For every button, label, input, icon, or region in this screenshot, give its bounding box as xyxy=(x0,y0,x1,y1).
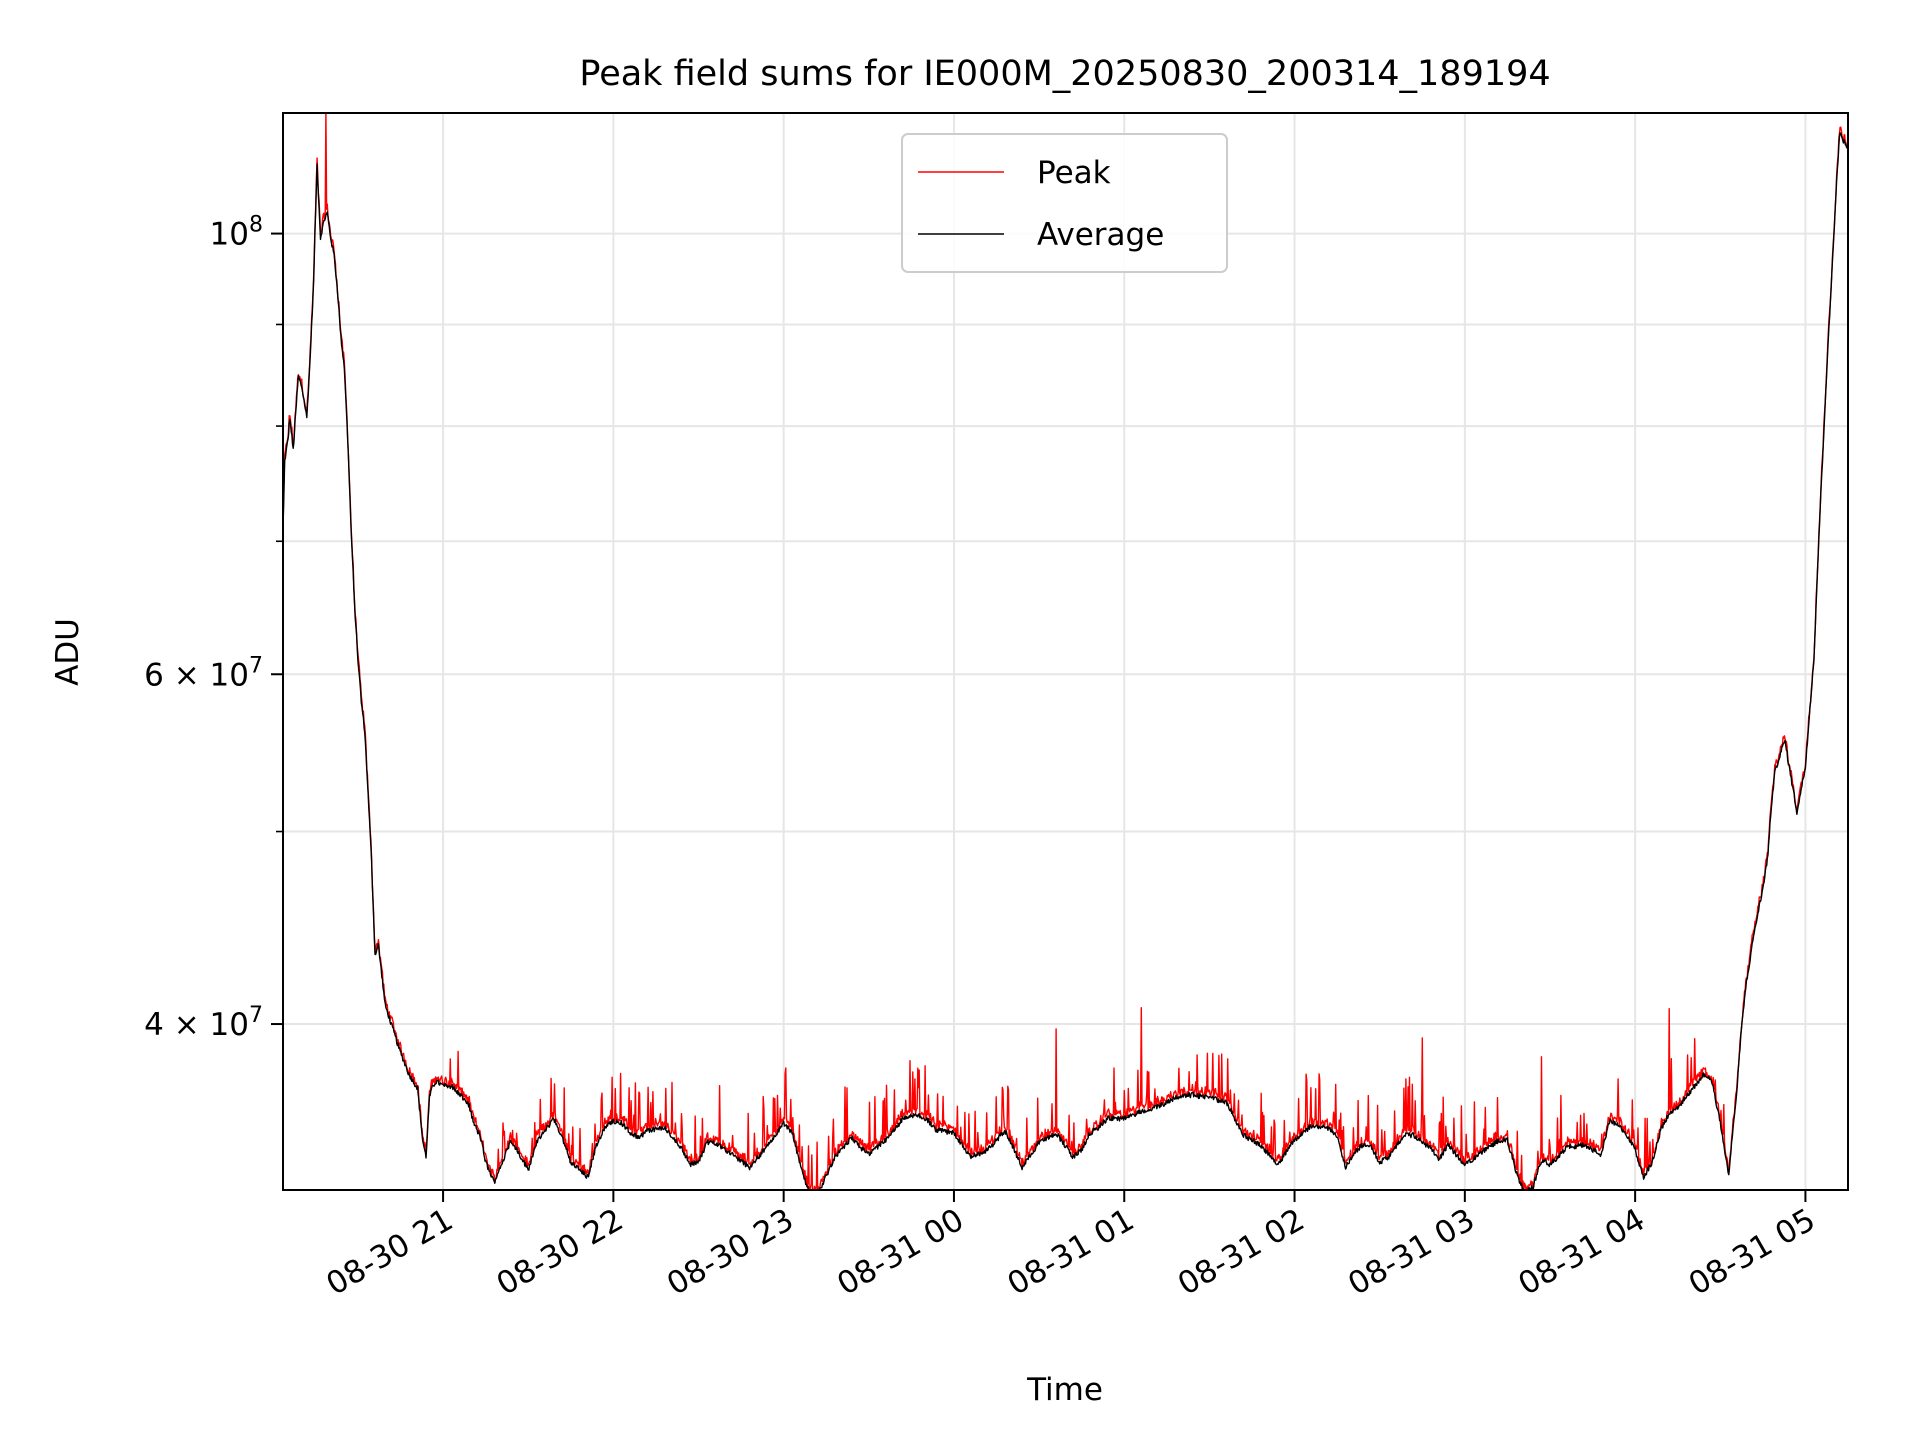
y-tick-exponent: 7 xyxy=(249,653,263,678)
legend-box xyxy=(901,133,1228,273)
y-axis-label: ADU xyxy=(50,618,86,686)
legend: Peak Average xyxy=(901,133,1228,273)
legend-label-peak: Peak xyxy=(1037,155,1111,191)
y-tick-mantissa: 6 xyxy=(144,657,164,693)
y-tick-exponent: 7 xyxy=(249,1003,263,1028)
legend-label-average: Average xyxy=(1037,217,1164,253)
series-line-peak xyxy=(283,113,1848,1190)
y-tick-label: 4 × 107 xyxy=(144,1003,263,1043)
y-tick-label: 108 xyxy=(210,213,263,253)
y-tick-exponent: 8 xyxy=(249,213,263,238)
y-tick-mantissa: 4 xyxy=(144,1007,164,1043)
chart-title: Peak field sums for IE000M_20250830_2003… xyxy=(579,54,1550,94)
series-line-average xyxy=(283,132,1848,1190)
x-axis-label: Time xyxy=(1026,1372,1103,1408)
y-tick-label: 6 × 107 xyxy=(144,653,263,693)
plot-frame xyxy=(282,112,1849,1191)
